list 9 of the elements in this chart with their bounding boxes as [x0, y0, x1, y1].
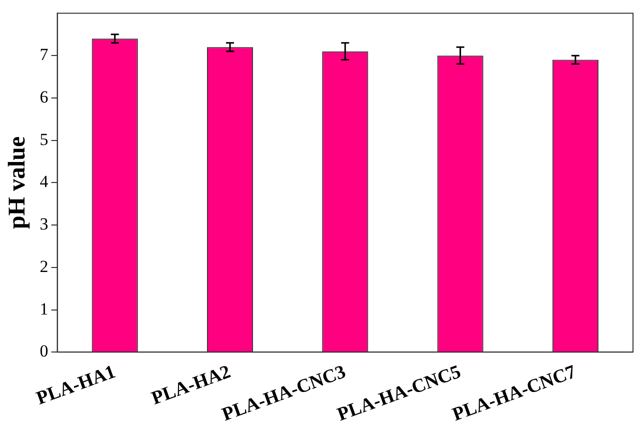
y-tick-label: 6	[40, 87, 48, 106]
y-tick-label: 1	[40, 299, 48, 318]
y-tick-label: 3	[40, 214, 48, 234]
y-tick-label: 7	[40, 45, 49, 64]
y-tick-label: 2	[40, 256, 48, 276]
y-tick-label: 4	[40, 172, 49, 192]
y-tick-label: 0	[40, 342, 48, 361]
y-tick-label: 5	[40, 130, 48, 149]
y-axis-title: pH value	[4, 136, 31, 230]
